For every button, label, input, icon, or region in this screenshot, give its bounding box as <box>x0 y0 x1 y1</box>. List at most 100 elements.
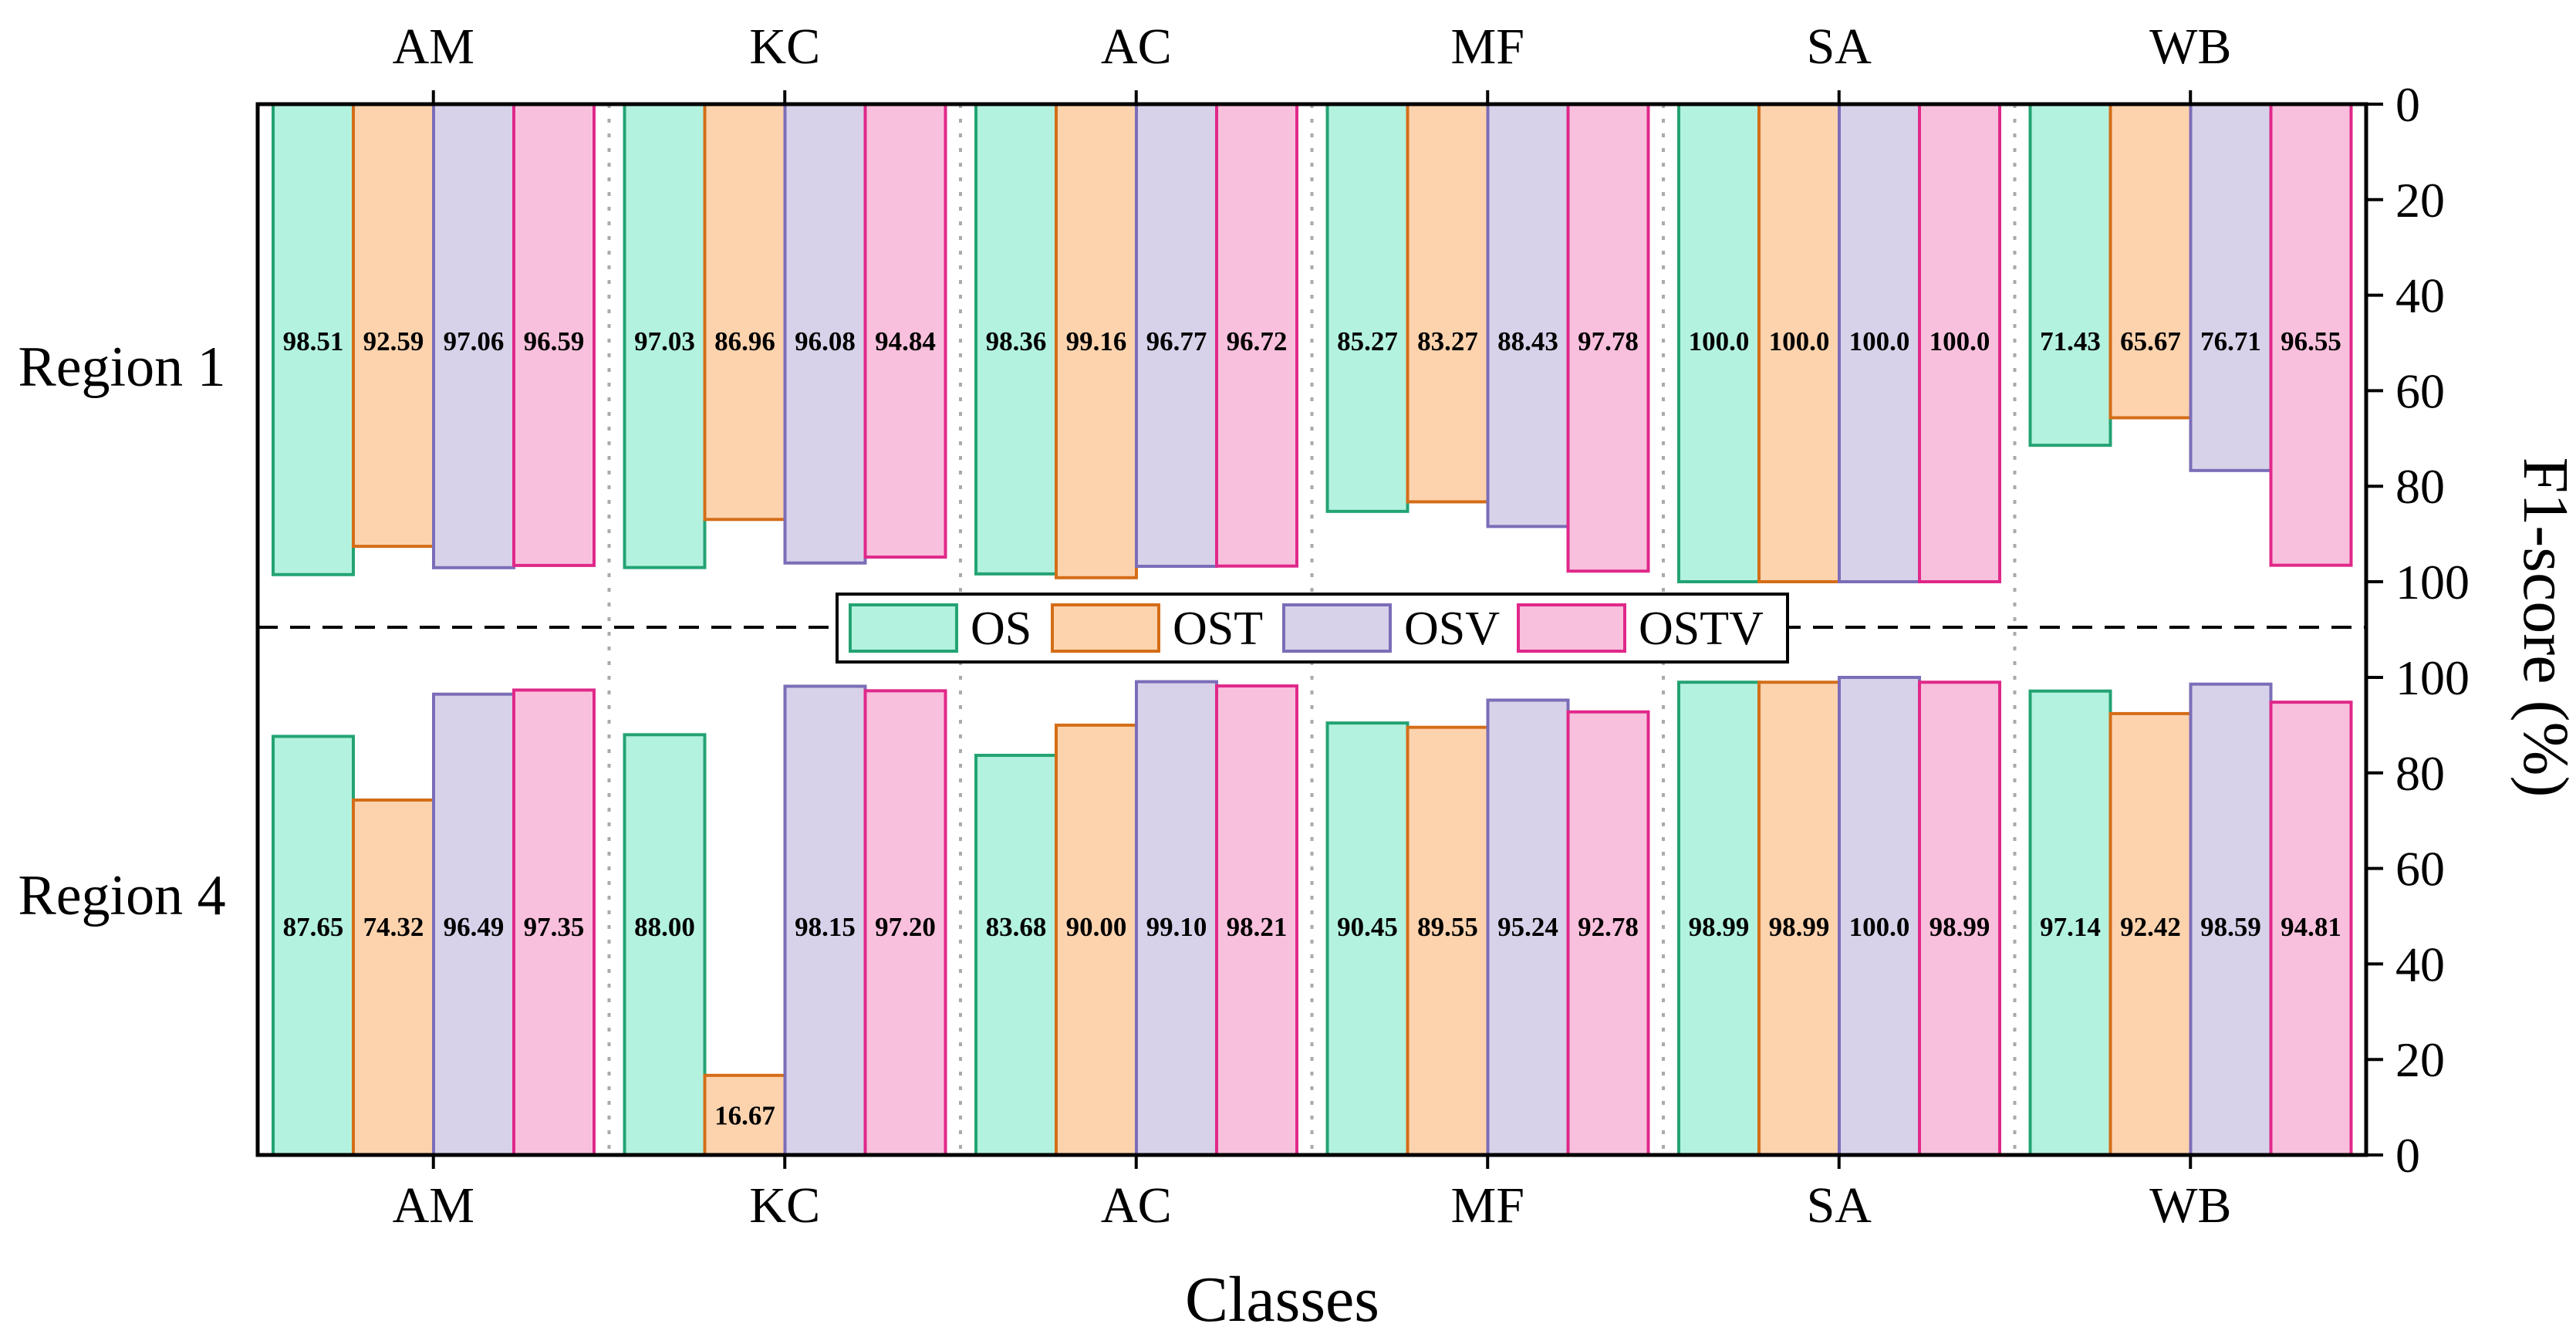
region-4-bar-kc-os <box>623 733 707 1157</box>
region-4-bar-sa-ostv <box>1918 680 2001 1157</box>
region-4-label-ac-ost: 90.00 <box>1066 912 1127 942</box>
region-1-label-wb-os: 71.43 <box>2040 326 2101 356</box>
y-tick-label: 100 <box>2395 555 2470 610</box>
y-tick-label: 100 <box>2395 650 2470 705</box>
region-4-bar-mf-os <box>1325 721 1410 1157</box>
region-1-label-wb-ost: 65.67 <box>2120 326 2181 356</box>
top-category-label: AC <box>1101 19 1172 75</box>
top-category-label: WB <box>2149 19 2231 75</box>
region-4-bar-kc-osv <box>783 684 867 1157</box>
region-1-bar-sa-ostv <box>1918 103 2001 583</box>
region-4-bar-wb-ostv <box>2269 701 2353 1157</box>
y-tick-label: 60 <box>2395 363 2445 418</box>
region-4-label: Region 4 <box>18 864 225 927</box>
region-1-label-ac-ostv: 96.72 <box>1227 326 1288 356</box>
top-category-label: KC <box>749 19 820 75</box>
bottom-category-label: MF <box>1451 1177 1524 1234</box>
region-4-bar-am-ost <box>352 798 435 1157</box>
region-1-label-mf-os: 85.27 <box>1337 326 1398 356</box>
region-4-label-wb-ost: 92.42 <box>2120 912 2181 942</box>
region-4-label-am-ostv: 97.35 <box>524 912 585 942</box>
region-4-label-mf-osv: 95.24 <box>1497 912 1558 942</box>
region-1-bar-kc-os <box>623 103 707 569</box>
y-tick-label: 20 <box>2395 1032 2445 1087</box>
region-1-bar-wb-ost <box>2108 103 2193 420</box>
region-1-label-kc-ost: 86.96 <box>714 326 775 356</box>
region-1-label-mf-ost: 83.27 <box>1417 326 1478 356</box>
region-4-label-wb-osv: 98.59 <box>2200 912 2261 942</box>
region-4-bar-mf-ostv <box>1566 710 1650 1157</box>
y-tick-label: 40 <box>2395 268 2445 323</box>
region-4-label-wb-os: 97.14 <box>2040 912 2101 942</box>
region-1-label-mf-ostv: 97.78 <box>1578 326 1639 356</box>
region-1-bar-kc-osv <box>783 103 867 565</box>
region-4-label-mf-os: 90.45 <box>1337 912 1398 942</box>
region-1-bar-am-ostv <box>512 103 596 567</box>
region-1-label-ac-ost: 99.16 <box>1066 326 1127 356</box>
region-1-label-ac-osv: 96.77 <box>1146 326 1207 356</box>
region-1-label-sa-osv: 100.0 <box>1849 326 1910 356</box>
y-tick-label: 40 <box>2395 937 2445 991</box>
legend-label-os: OS <box>971 603 1031 655</box>
region-1-bar-am-os <box>272 103 355 576</box>
region-1-label-sa-ost: 100.0 <box>1769 326 1830 356</box>
region-1-label-am-ost: 92.59 <box>363 326 424 356</box>
region-4-bar-sa-osv <box>1838 676 1921 1157</box>
region-1-label-am-os: 98.51 <box>283 326 344 356</box>
region-4-label-ac-osv: 99.10 <box>1146 912 1207 942</box>
bottom-category-label: AC <box>1101 1177 1172 1234</box>
region-1-label-am-osv: 97.06 <box>444 326 505 356</box>
y-tick-label: 20 <box>2395 173 2445 228</box>
region-1-label-kc-ostv: 94.84 <box>875 326 936 356</box>
y-tick-label: 0 <box>2395 77 2420 132</box>
region-1-label-ac-os: 98.36 <box>986 326 1047 356</box>
region-4-label-kc-os: 88.00 <box>634 912 695 942</box>
region-1-label-sa-ostv: 100.0 <box>1929 326 1990 356</box>
axis-ticks: 0 20 40 60 80 100 100 80 60 40 20 0 <box>431 77 2470 1183</box>
y-axis-title: F1-score (%) <box>2510 458 2576 798</box>
category-labels: AM AM KC KC AC AC MF MF SA SA WB WB <box>393 19 2232 1234</box>
y-tick-label: 80 <box>2395 459 2445 514</box>
x-axis-title: Classes <box>1185 1264 1379 1336</box>
region-4-bar-mf-osv <box>1486 698 1570 1157</box>
region-4-bar-wb-ost <box>2108 711 2193 1157</box>
region-4-label-ac-ostv: 98.21 <box>1227 912 1288 942</box>
region-1-bar-mf-os <box>1325 103 1410 513</box>
region-4-label-wb-ostv: 94.81 <box>2281 912 2341 942</box>
region-1-bar-am-ost <box>352 103 435 549</box>
region-1-label: Region 1 <box>18 336 225 399</box>
region-4-label-sa-ostv: 98.99 <box>1929 912 1990 942</box>
plot-frame <box>255 102 2368 1157</box>
y-tick-label: 80 <box>2395 746 2445 801</box>
region-4-label-am-ost: 74.32 <box>363 912 424 942</box>
region-4-bar-am-ostv <box>512 688 596 1157</box>
bottom-category-label: SA <box>1807 1177 1872 1234</box>
region-4-label-am-os: 87.65 <box>283 912 344 942</box>
bottom-category-label: WB <box>2149 1177 2231 1234</box>
region-1-bar-kc-ost <box>703 103 787 522</box>
region-4-bar-am-osv <box>432 692 515 1157</box>
y-tick-label: 60 <box>2395 842 2445 897</box>
legend-swatch-ostv <box>1517 603 1626 653</box>
legend-label-osv: OSV <box>1404 603 1500 655</box>
region-4-label-mf-ostv: 92.78 <box>1578 912 1639 942</box>
region-4-bar-wb-osv <box>2189 682 2273 1157</box>
region-4-label-kc-ostv: 97.20 <box>875 912 936 942</box>
region-4-bar-wb-os <box>2028 689 2112 1157</box>
region-1-bar-wb-osv <box>2189 103 2273 472</box>
legend-swatch-os <box>849 603 958 653</box>
region-4-label-mf-ost: 89.55 <box>1417 912 1478 942</box>
region-1-bar-wb-os <box>2028 103 2112 447</box>
region-1-label-wb-osv: 76.71 <box>2200 326 2261 356</box>
region-1-label-am-ostv: 96.59 <box>524 326 585 356</box>
bottom-category-label: AM <box>393 1177 474 1234</box>
region-1-bar-sa-os <box>1677 103 1761 583</box>
legend-swatch-ost <box>1051 603 1160 653</box>
region-4-bar-ac-os <box>974 754 1058 1157</box>
legend: OS OST OSV OSTV <box>836 593 1789 664</box>
legend-swatch-osv <box>1282 603 1392 653</box>
region-4-label-sa-os: 98.99 <box>1689 912 1750 942</box>
region-1-bar-mf-ost <box>1406 103 1490 504</box>
region-4-bar-ac-ostv <box>1215 684 1298 1157</box>
